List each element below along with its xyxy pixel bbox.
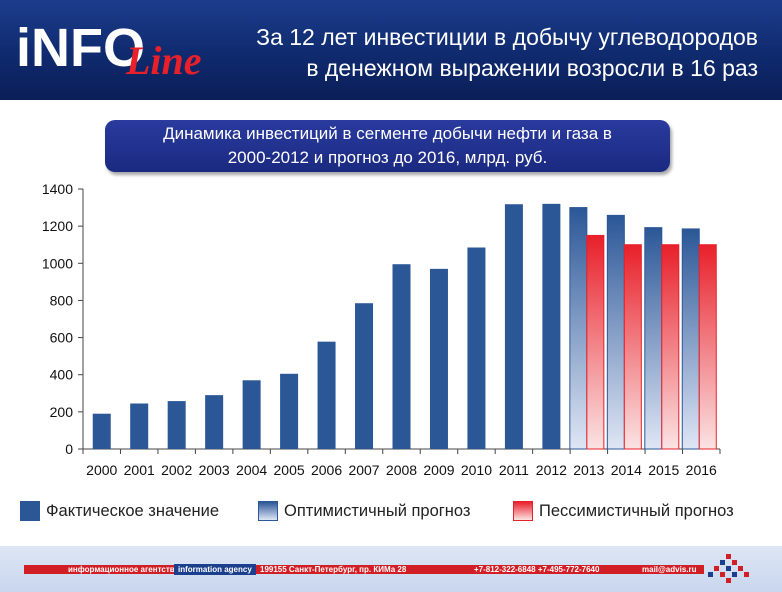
slide-header: iNFO Line За 12 лет инвестиции в добычу … bbox=[0, 0, 782, 100]
logo-script-text: Line bbox=[125, 38, 202, 83]
legend-swatch-pessimistic bbox=[513, 501, 533, 521]
legend-item-optimistic: Оптимистичный прогноз bbox=[258, 498, 470, 524]
x-tick-label: 2011 bbox=[499, 462, 529, 478]
plot-area: 0 200 400 600 800 1000 1200 1400 2000 2001 2002 200… bbox=[42, 181, 721, 478]
x-tick-label: 2016 bbox=[686, 462, 717, 478]
y-tick-label: 0 bbox=[65, 441, 73, 457]
bar-actual bbox=[205, 395, 224, 449]
y-tick-label: 1200 bbox=[42, 218, 73, 234]
bar-actual bbox=[280, 373, 299, 449]
slide-title: За 12 лет инвестиции в добычу углеводоро… bbox=[218, 22, 758, 84]
bar-pessimistic bbox=[661, 244, 680, 450]
y-tick-label: 600 bbox=[50, 330, 74, 346]
bar-actual bbox=[167, 401, 186, 449]
bar-optimistic bbox=[644, 227, 663, 450]
x-tick-label: 2002 bbox=[161, 462, 192, 478]
bar-actual bbox=[317, 341, 336, 449]
chart-title: Динамика инвестиций в сегменте добычи не… bbox=[105, 120, 670, 172]
x-tick-label: 2013 bbox=[573, 462, 604, 478]
footer-contact-band: информационное агентство information age… bbox=[24, 564, 704, 575]
legend-item-actual: Фактическое значение bbox=[20, 498, 219, 524]
chart-legend: Фактическое значение Оптимистичный прогн… bbox=[20, 498, 780, 526]
logo-main-text: iNFO bbox=[16, 18, 145, 78]
bar-pessimistic bbox=[586, 234, 605, 450]
bar-actual bbox=[467, 247, 486, 449]
legend-label-optimistic: Оптимистичный прогноз bbox=[284, 501, 471, 520]
bar-optimistic bbox=[569, 207, 588, 450]
x-tick-label: 2009 bbox=[423, 462, 454, 478]
slide-title-line2: в денежном выражении возросли в 16 раз bbox=[306, 55, 758, 81]
x-tick-label: 2004 bbox=[236, 462, 267, 478]
bar-actual bbox=[242, 380, 261, 449]
footer-address: 199155 Санкт-Петербург, пр. КИМа 28 bbox=[260, 565, 407, 574]
x-tick-label: 2014 bbox=[611, 462, 642, 478]
bar-actual bbox=[504, 204, 523, 449]
bar-actual bbox=[92, 413, 111, 449]
bar-actual bbox=[542, 203, 561, 449]
footer-email: mail@advis.ru bbox=[642, 565, 697, 574]
x-tick-label: 2001 bbox=[124, 462, 155, 478]
legend-swatch-optimistic bbox=[258, 501, 278, 521]
x-tick-label: 2010 bbox=[461, 462, 492, 478]
slide-title-line1: За 12 лет инвестиции в добычу углеводоро… bbox=[256, 24, 758, 50]
footer-label-en: information agency bbox=[174, 564, 256, 575]
y-tick-label: 400 bbox=[50, 367, 74, 383]
legend-label-pessimistic: Пессимистичный прогноз bbox=[539, 501, 734, 520]
x-tick-label: 2000 bbox=[86, 462, 117, 478]
bar-actual bbox=[429, 268, 448, 449]
bar-actual bbox=[355, 303, 374, 449]
slide-footer: информационное агентство information age… bbox=[0, 546, 782, 592]
footer-label-ru: информационное агентство bbox=[68, 565, 180, 574]
bar-chart: 0 200 400 600 800 1000 1200 1400 2000 2001 2002 200… bbox=[42, 181, 721, 478]
x-tick-label: 2005 bbox=[274, 462, 305, 478]
bar-pessimistic bbox=[698, 244, 717, 450]
x-tick-label: 2007 bbox=[348, 462, 379, 478]
footer-phones: +7-812-322-6848 +7-495-772-7640 bbox=[474, 565, 600, 574]
y-tick-label: 1000 bbox=[42, 255, 73, 271]
chart-title-line1: Динамика инвестиций в сегменте добычи не… bbox=[163, 124, 612, 143]
infoline-logo: iNFO Line bbox=[16, 18, 202, 83]
x-tick-label: 2012 bbox=[536, 462, 567, 478]
pixel-logo-icon bbox=[708, 554, 749, 583]
y-tick-label: 800 bbox=[50, 292, 74, 308]
x-tick-label: 2006 bbox=[311, 462, 342, 478]
x-tick-label: 2015 bbox=[648, 462, 679, 478]
x-tick-label: 2003 bbox=[199, 462, 230, 478]
x-tick-label: 2008 bbox=[386, 462, 417, 478]
legend-item-pessimistic: Пессимистичный прогноз bbox=[513, 498, 734, 524]
y-tick-label: 1400 bbox=[42, 181, 73, 197]
bar-optimistic bbox=[606, 214, 625, 450]
legend-label-actual: Фактическое значение bbox=[46, 501, 220, 520]
bar-actual bbox=[130, 403, 149, 449]
bar-actual bbox=[392, 264, 411, 449]
legend-swatch-actual bbox=[20, 501, 40, 521]
y-tick-label: 200 bbox=[50, 404, 74, 420]
bar-optimistic bbox=[681, 228, 700, 450]
bar-pessimistic bbox=[623, 244, 642, 450]
chart-title-line2: 2000-2012 и прогноз до 2016, млрд. руб. bbox=[227, 148, 548, 167]
